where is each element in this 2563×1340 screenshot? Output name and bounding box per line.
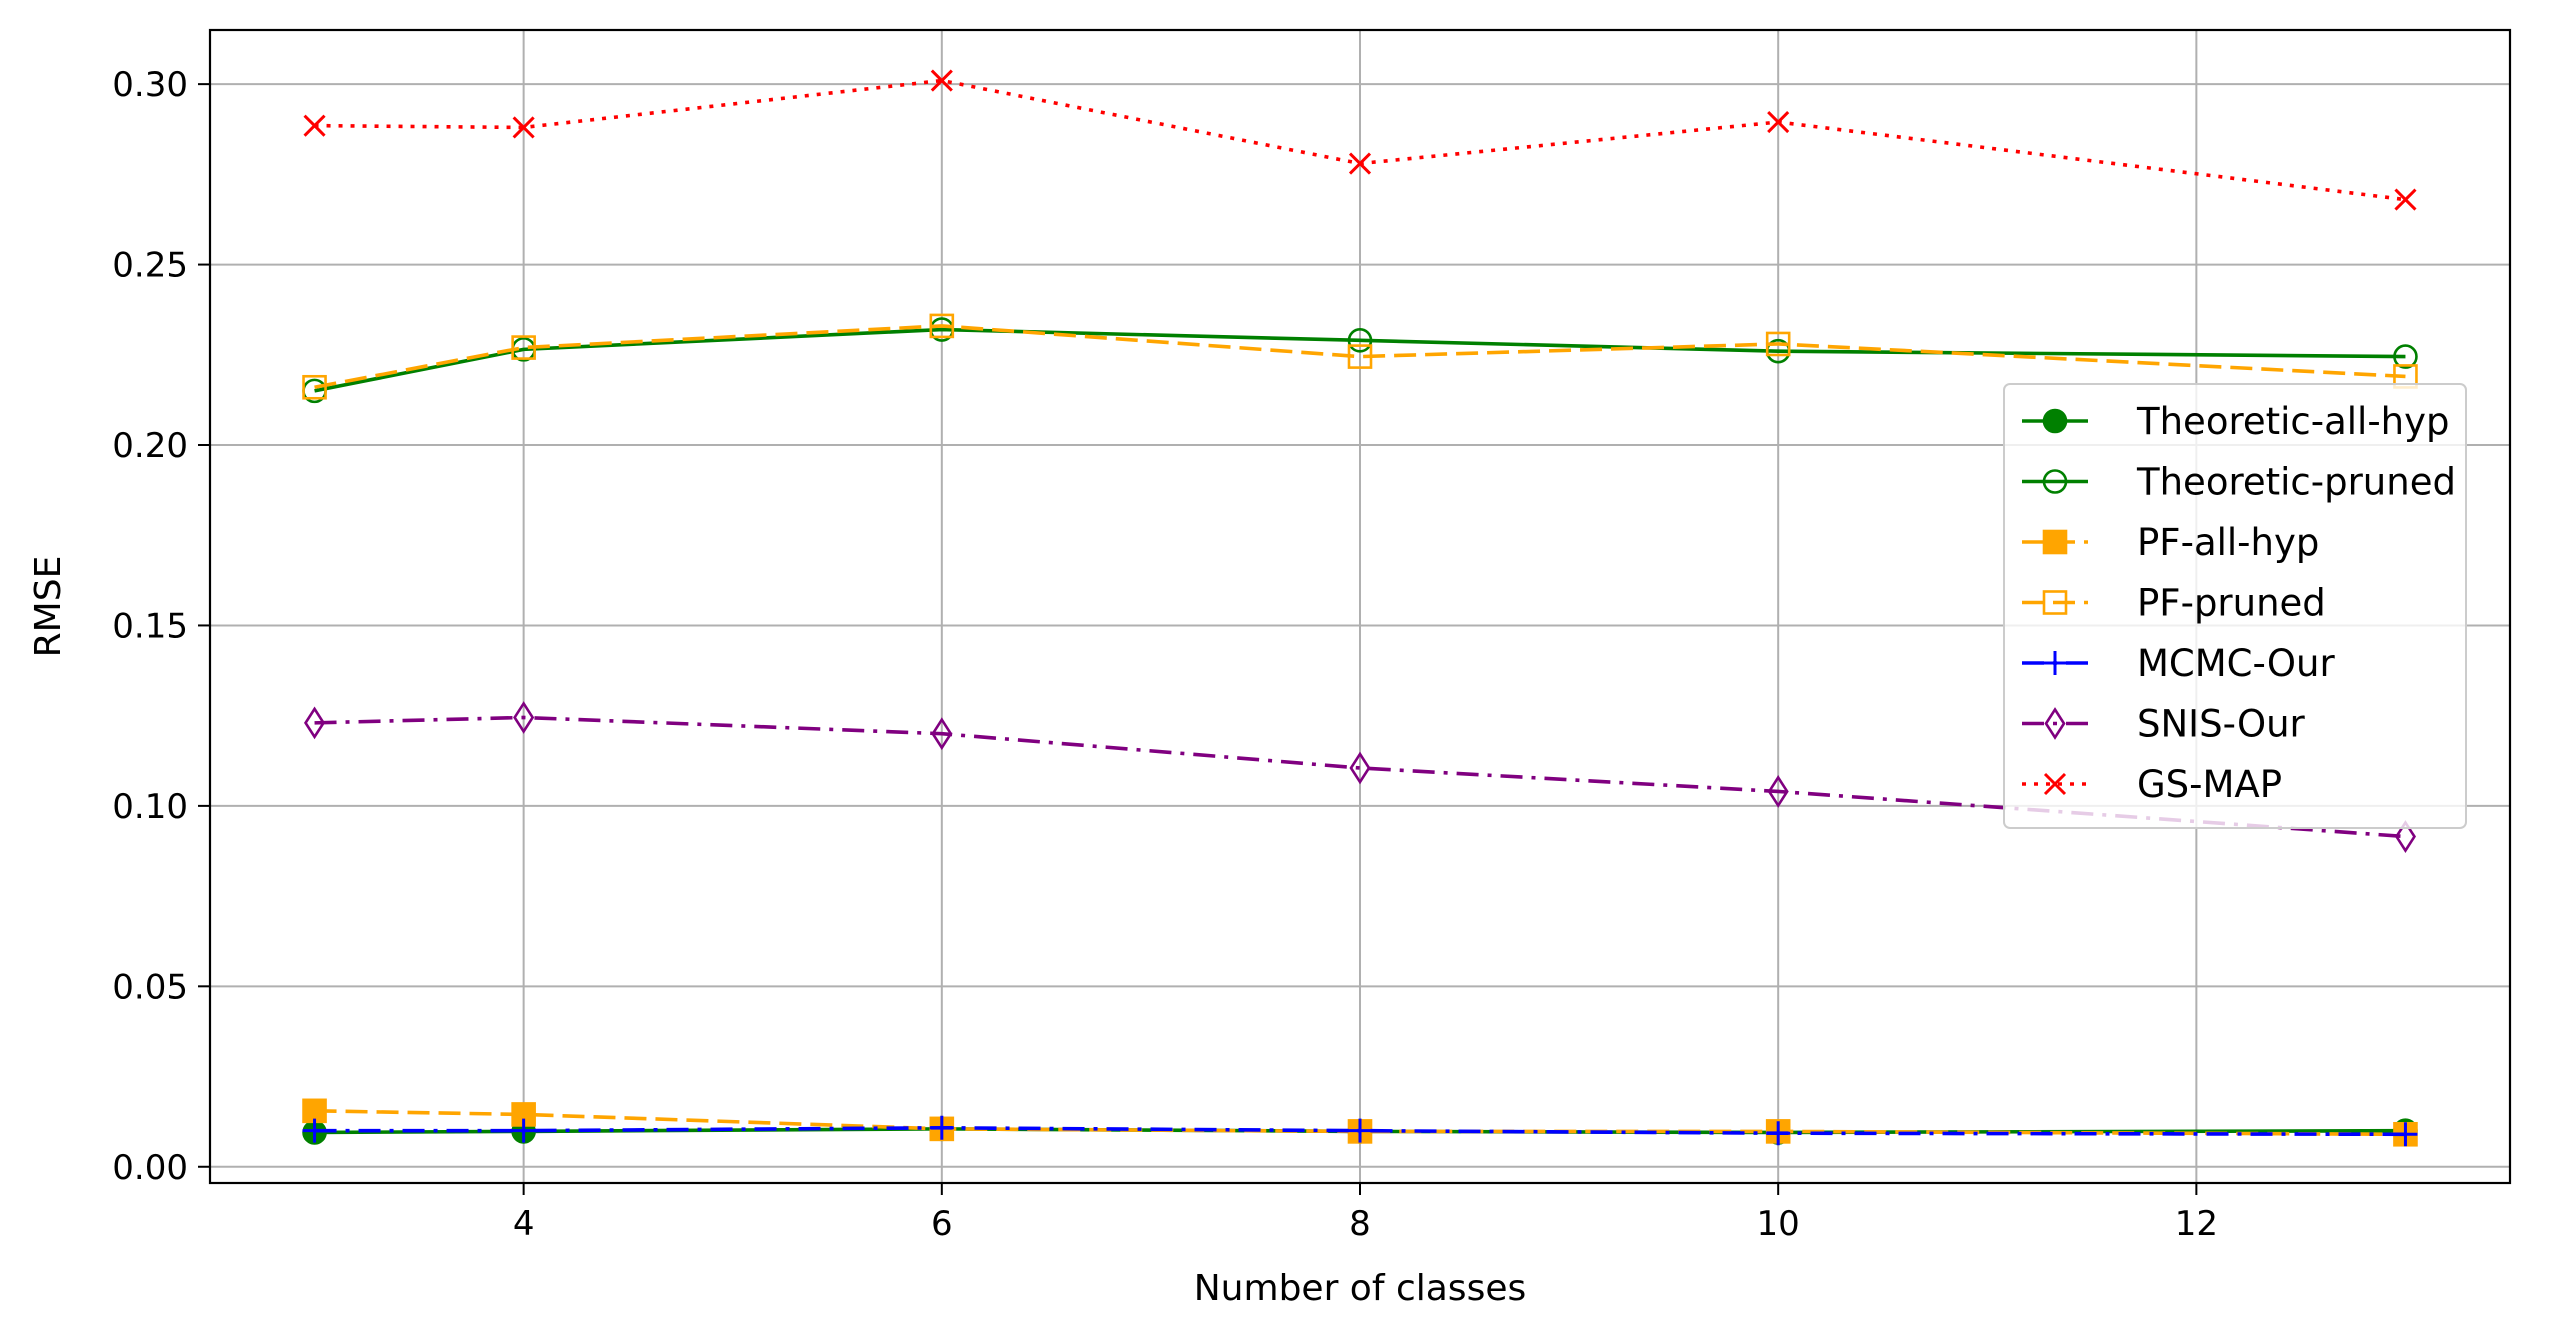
series-gs-map bbox=[303, 69, 2417, 211]
data-point bbox=[2394, 188, 2417, 211]
legend-marker bbox=[2043, 651, 2067, 675]
legend-marker bbox=[2043, 772, 2067, 796]
legend-label: PF-all-hyp bbox=[2137, 521, 2319, 564]
y-tick-label: 0.25 bbox=[112, 246, 188, 286]
data-point bbox=[1766, 1121, 1791, 1146]
legend-marker bbox=[2042, 469, 2068, 494]
y-axis-label: RMSE bbox=[28, 556, 69, 658]
series-line bbox=[314, 715, 2406, 839]
x-tick-label: 6 bbox=[931, 1204, 953, 1244]
y-tick-label: 0.20 bbox=[112, 426, 188, 466]
y-tick-label: 0.15 bbox=[112, 606, 188, 646]
data-point bbox=[2393, 344, 2418, 369]
data-point bbox=[1767, 775, 1789, 808]
legend-entry: Theoretic-pruned bbox=[2022, 461, 2456, 504]
data-point bbox=[1347, 328, 1373, 353]
legend-label: Theoretic-all-hyp bbox=[2136, 400, 2450, 443]
legend-box bbox=[2003, 383, 2467, 829]
x-tick-label: 10 bbox=[1757, 1204, 1800, 1244]
legend-marker bbox=[2042, 408, 2068, 434]
data-point bbox=[302, 1118, 327, 1143]
x-axis-label: Number of classes bbox=[1194, 1268, 1526, 1309]
series-line bbox=[314, 78, 2406, 202]
axes: 4 6 8 10 12 0.00 0.05 0.10 0.15 0.20 0.25 0.30 bbox=[112, 65, 2218, 1244]
data-point bbox=[1349, 751, 1371, 785]
data-point bbox=[511, 1118, 536, 1143]
x-tick-label: 4 bbox=[513, 1204, 535, 1244]
data-point bbox=[1767, 110, 1790, 134]
y-tick-label: 0.00 bbox=[112, 1148, 188, 1188]
legend-entry: MCMC-Our bbox=[2022, 642, 2335, 685]
data-point bbox=[302, 1098, 327, 1124]
data-point bbox=[303, 114, 326, 137]
data-point bbox=[929, 1115, 954, 1140]
legend-entry: GS-MAP bbox=[2022, 763, 2282, 806]
legend-marker bbox=[2042, 590, 2068, 615]
legend-label: MCMC-Our bbox=[2137, 642, 2335, 685]
data-point bbox=[931, 717, 953, 751]
data-point bbox=[513, 701, 535, 734]
series-pf-pruned bbox=[302, 313, 2418, 400]
legend-marker bbox=[2044, 707, 2066, 740]
series-layer bbox=[302, 69, 2418, 1147]
x-tick-label: 8 bbox=[1349, 1204, 1371, 1244]
data-point bbox=[1348, 152, 1372, 175]
series-line bbox=[314, 1109, 2406, 1137]
data-point bbox=[512, 116, 535, 139]
y-tick-label: 0.10 bbox=[112, 787, 188, 827]
legend-entry: Theoretic-all-hyp bbox=[2022, 400, 2450, 443]
legend-label: SNIS-Our bbox=[2137, 703, 2306, 746]
legend-marker bbox=[2042, 529, 2068, 555]
data-point bbox=[930, 69, 953, 92]
y-tick-label: 0.05 bbox=[112, 967, 188, 1007]
legend-label: PF-pruned bbox=[2137, 582, 2326, 625]
data-point bbox=[1765, 331, 1791, 357]
series-snis-our bbox=[303, 701, 2416, 853]
legend: Theoretic-all-hyp Theoretic-pruned PF-all-… bbox=[2003, 383, 2467, 829]
series-line bbox=[314, 324, 2406, 390]
data-point bbox=[1347, 344, 1373, 369]
legend-label: Theoretic-pruned bbox=[2136, 461, 2456, 504]
data-point bbox=[929, 313, 955, 339]
series-line bbox=[314, 1125, 2406, 1137]
legend-entry: PF-all-hyp bbox=[2022, 521, 2319, 564]
data-point bbox=[303, 706, 326, 740]
y-tick-label: 0.30 bbox=[112, 65, 188, 105]
legend-entry: SNIS-Our bbox=[2022, 703, 2306, 746]
data-point bbox=[1348, 1118, 1372, 1143]
data-point bbox=[511, 335, 536, 360]
legend-entry: PF-pruned bbox=[2022, 582, 2326, 625]
series-line bbox=[314, 327, 2406, 393]
data-point bbox=[2394, 820, 2416, 853]
data-point bbox=[2393, 1122, 2418, 1147]
series-mcmc-our bbox=[302, 1115, 2418, 1147]
x-tick-label: 12 bbox=[2175, 1204, 2218, 1244]
series-pf-all-hyp bbox=[302, 1098, 2418, 1147]
data-point bbox=[302, 374, 327, 400]
legend-label: GS-MAP bbox=[2137, 763, 2282, 806]
